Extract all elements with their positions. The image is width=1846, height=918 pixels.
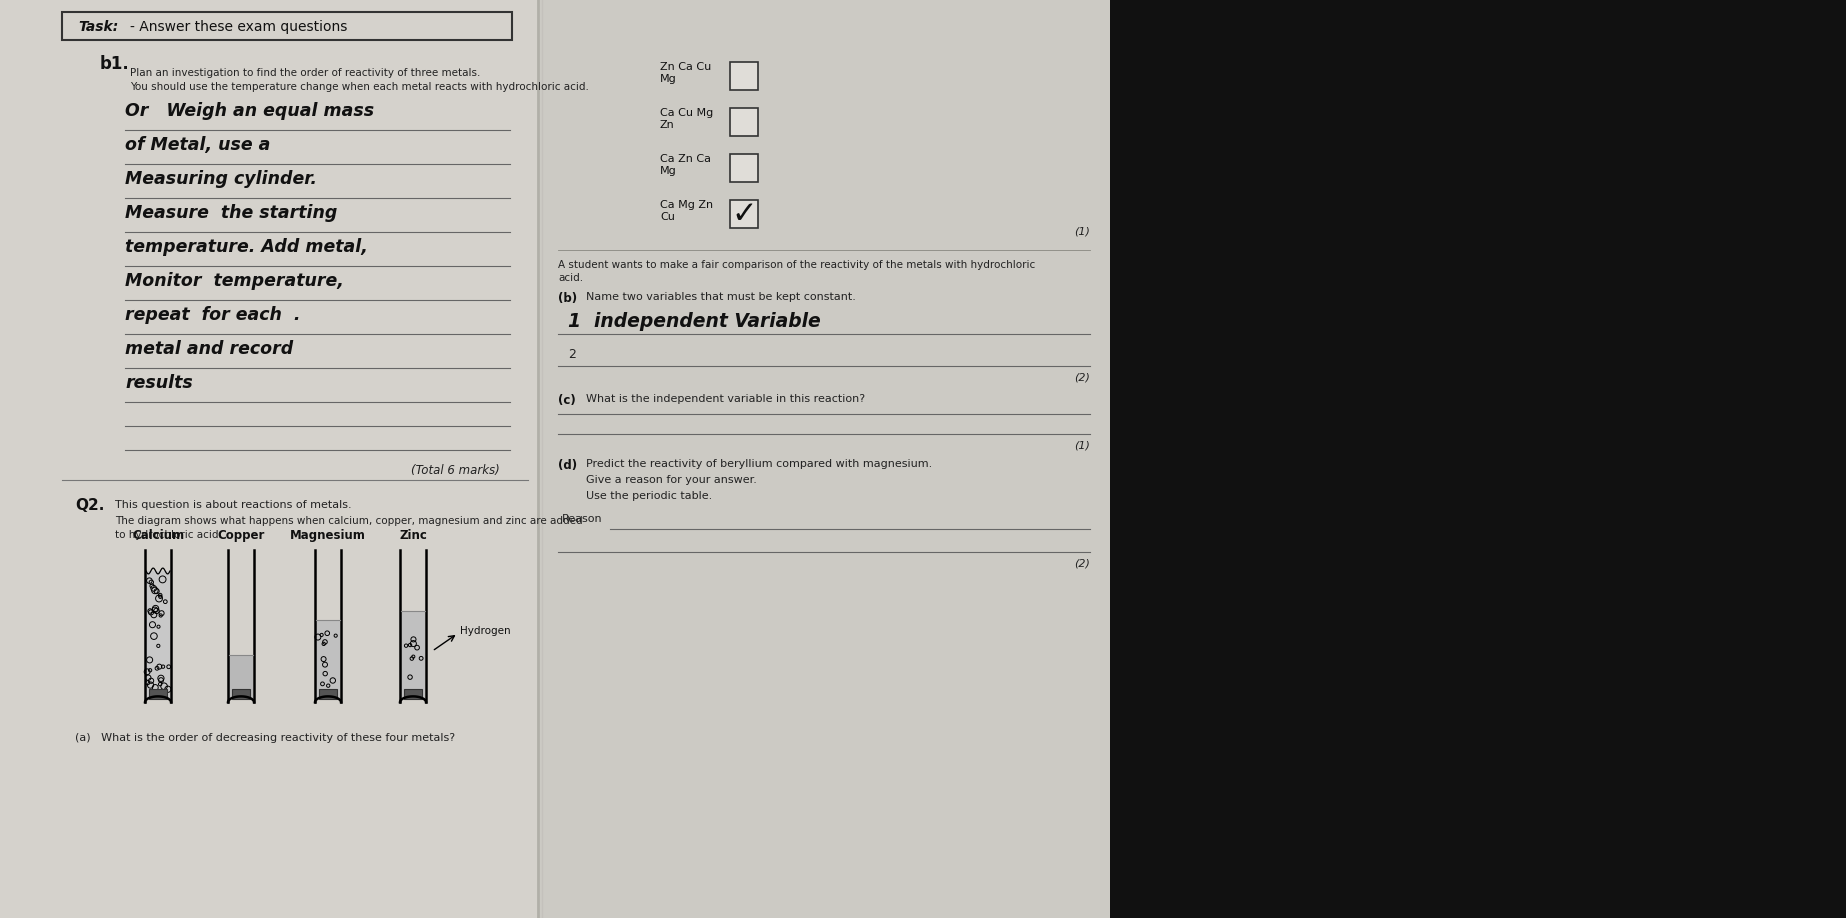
Text: Plan an investigation to find the order of reactivity of three metals.: Plan an investigation to find the order … <box>129 68 480 78</box>
Bar <box>0 0 541 918</box>
Bar <box>316 620 340 700</box>
Text: Zinc: Zinc <box>399 529 426 542</box>
Text: (Total 6 marks): (Total 6 marks) <box>412 464 500 477</box>
Bar <box>729 154 759 182</box>
Text: metal and record: metal and record <box>126 340 294 358</box>
Text: You should use the temperature change when each metal reacts with hydrochloric a: You should use the temperature change wh… <box>129 82 589 92</box>
Text: (1): (1) <box>1074 226 1089 236</box>
Text: Ca Zn Ca: Ca Zn Ca <box>661 154 711 164</box>
Text: acid.: acid. <box>557 273 583 283</box>
Text: Give a reason for your answer.: Give a reason for your answer. <box>585 475 757 485</box>
Text: (d): (d) <box>557 459 578 472</box>
Text: Mg: Mg <box>661 74 677 84</box>
Text: (1): (1) <box>1074 440 1089 450</box>
Text: Task:: Task: <box>78 20 118 34</box>
Text: Cu: Cu <box>661 212 676 222</box>
Text: Measure  the starting: Measure the starting <box>126 204 338 222</box>
Text: Ca Mg Zn: Ca Mg Zn <box>661 200 713 210</box>
Bar <box>319 689 338 700</box>
Bar <box>146 571 170 700</box>
Text: Or   Weigh an equal mass: Or Weigh an equal mass <box>126 102 375 120</box>
Text: The diagram shows what happens when calcium, copper, magnesium and zinc are adde: The diagram shows what happens when calc… <box>114 516 583 526</box>
Bar <box>729 108 759 136</box>
Text: Name two variables that must be kept constant.: Name two variables that must be kept con… <box>585 292 857 302</box>
Text: b1.: b1. <box>100 55 129 73</box>
Text: results: results <box>126 374 192 392</box>
Text: Zn: Zn <box>661 120 676 130</box>
Text: to hydrochloric acid.: to hydrochloric acid. <box>114 530 222 540</box>
Text: Measuring cylinder.: Measuring cylinder. <box>126 170 318 188</box>
Text: Q2.: Q2. <box>76 498 105 513</box>
Bar <box>150 689 166 700</box>
Text: Ca Cu Mg: Ca Cu Mg <box>661 108 713 118</box>
Text: of Metal, use a: of Metal, use a <box>126 136 270 154</box>
Bar <box>729 200 759 228</box>
Bar <box>0 0 1109 918</box>
Text: ✓: ✓ <box>731 200 757 229</box>
Text: Use the periodic table.: Use the periodic table. <box>585 491 713 501</box>
Text: repeat  for each  .: repeat for each . <box>126 306 301 324</box>
Text: Mg: Mg <box>661 166 677 176</box>
Text: (c): (c) <box>557 394 576 407</box>
Text: Magnesium: Magnesium <box>290 529 366 542</box>
Text: Monitor  temperature,: Monitor temperature, <box>126 272 343 290</box>
Bar <box>729 62 759 90</box>
Bar <box>233 689 249 700</box>
Text: Copper: Copper <box>218 529 264 542</box>
Text: 1  independent Variable: 1 independent Variable <box>569 312 821 331</box>
Bar <box>401 611 425 700</box>
Bar <box>541 0 1109 918</box>
Text: Zn Ca Cu: Zn Ca Cu <box>661 62 711 72</box>
Text: Hydrogen: Hydrogen <box>460 626 511 636</box>
Bar <box>229 655 253 700</box>
Text: 2: 2 <box>569 348 576 361</box>
Text: (b): (b) <box>557 292 578 305</box>
Text: - Answer these exam questions: - Answer these exam questions <box>129 20 347 34</box>
Bar <box>404 689 423 700</box>
Text: (2): (2) <box>1074 372 1089 382</box>
Text: Reason: Reason <box>561 514 602 524</box>
Text: What is the independent variable in this reaction?: What is the independent variable in this… <box>585 394 866 404</box>
Bar <box>63 12 511 40</box>
Text: This question is about reactions of metals.: This question is about reactions of meta… <box>114 500 351 510</box>
Text: Calcium: Calcium <box>131 529 185 542</box>
Text: A student wants to make a fair comparison of the reactivity of the metals with h: A student wants to make a fair compariso… <box>557 260 1036 270</box>
Text: Predict the reactivity of beryllium compared with magnesium.: Predict the reactivity of beryllium comp… <box>585 459 932 469</box>
Text: (a)   What is the order of decreasing reactivity of these four metals?: (a) What is the order of decreasing reac… <box>76 733 456 743</box>
Text: temperature. Add metal,: temperature. Add metal, <box>126 238 367 256</box>
Text: (2): (2) <box>1074 558 1089 568</box>
